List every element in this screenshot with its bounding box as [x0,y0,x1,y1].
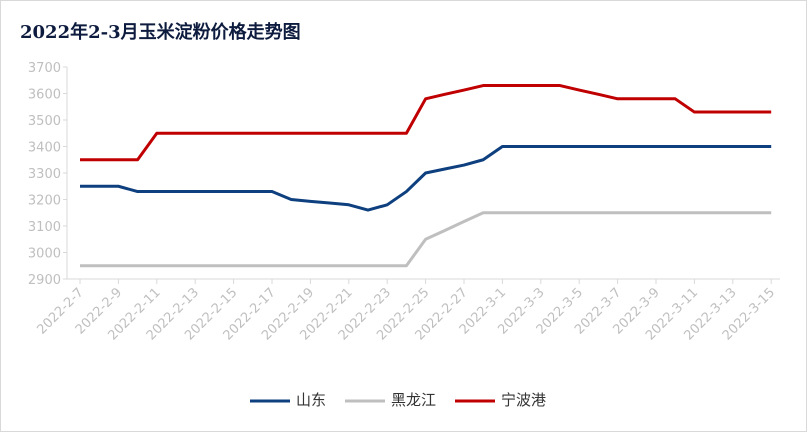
series-line [80,84,772,162]
y-tick-label: 3700 [28,61,61,76]
y-tick-label: 3600 [28,88,61,103]
y-tick-label: 3100 [28,220,61,235]
series-line [80,145,772,212]
legend-label: 山东 [296,391,326,409]
legend-label: 宁波港 [501,391,546,409]
chart-title: 2022年2-3月玉米淀粉价格走势图 [20,21,301,43]
y-tick-label: 3200 [28,194,61,209]
y-tick-label: 3000 [28,247,61,262]
y-tick-label: 3300 [28,167,61,182]
legend-label: 黑龙江 [391,391,436,409]
y-tick-label: 3400 [28,141,61,156]
y-tick-label: 3500 [28,114,61,129]
series-line [80,211,772,268]
y-tick-label: 2900 [28,273,61,288]
